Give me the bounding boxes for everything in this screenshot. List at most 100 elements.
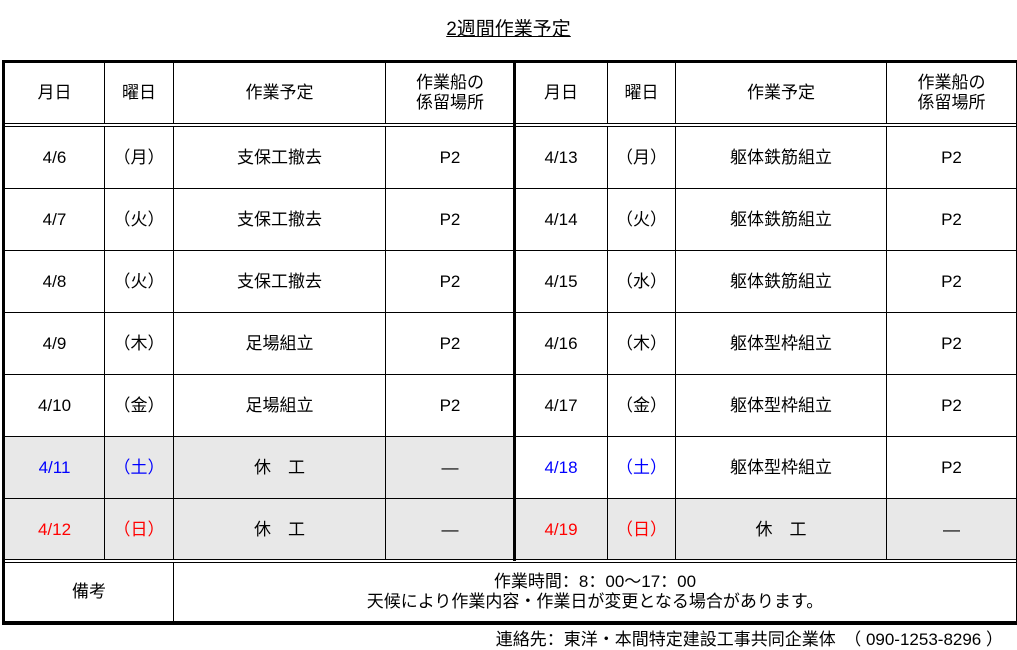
weekday-cell-text: （月） bbox=[113, 147, 165, 167]
weekday-cell-text: （月） bbox=[616, 147, 667, 167]
date-cell-text: 4/7 bbox=[42, 209, 67, 229]
berth-cell: P2 bbox=[386, 313, 515, 375]
berth-cell: P2 bbox=[887, 127, 1016, 189]
berth-cell: — bbox=[887, 499, 1016, 561]
weekday-cell-text: （日） bbox=[113, 519, 165, 539]
work-cell: 休 工 bbox=[676, 499, 887, 561]
date-cell: 4/12 bbox=[5, 499, 105, 561]
header-date-cell: 月日 bbox=[515, 63, 608, 124]
berth-cell-text: P2 bbox=[941, 333, 962, 353]
date-cell-text: 4/18 bbox=[544, 457, 578, 477]
weekday-cell: （土） bbox=[608, 437, 676, 499]
work-cell: 躯体型枠組立 bbox=[676, 375, 887, 437]
date-cell-text: 4/9 bbox=[42, 333, 67, 353]
berth-cell: P2 bbox=[887, 251, 1016, 313]
header-work-cell: 作業予定 bbox=[676, 63, 887, 124]
header-weekday-cell: 曜日 bbox=[608, 63, 676, 124]
weekday-cell-text: （木） bbox=[113, 333, 165, 353]
header-weekday-cell-text: 曜日 bbox=[624, 83, 659, 102]
header-date-cell: 月日 bbox=[5, 63, 105, 124]
date-cell-text: 4/16 bbox=[544, 333, 578, 353]
weekday-cell-text: （日） bbox=[616, 519, 667, 539]
date-cell-text: 4/13 bbox=[544, 147, 578, 167]
weekday-cell-text: （火） bbox=[616, 209, 667, 229]
work-cell-text: 躯体型枠組立 bbox=[730, 333, 832, 353]
schedule-table: 月日 曜日 作業予定 作業船の 係留場所 4/6 （月） 支保工撤去 P2 4/7 （火） 支保工撤… bbox=[2, 60, 1017, 625]
date-cell: 4/19 bbox=[515, 499, 608, 561]
weekday-cell: （日） bbox=[608, 499, 676, 561]
berth-cell-text: P2 bbox=[941, 209, 962, 229]
berth-cell-text: P2 bbox=[439, 209, 461, 229]
date-cell: 4/18 bbox=[515, 437, 608, 499]
berth-cell: P2 bbox=[887, 189, 1016, 251]
berth-cell-text: P2 bbox=[941, 147, 962, 167]
work-cell-text: 躯体鉄筋組立 bbox=[730, 209, 832, 229]
weekday-cell-text: （土） bbox=[113, 457, 165, 477]
berth-cell: P2 bbox=[386, 189, 515, 251]
berth-cell-text: P2 bbox=[439, 395, 461, 415]
work-cell: 躯体鉄筋組立 bbox=[676, 127, 887, 189]
date-cell: 4/7 bbox=[5, 189, 105, 251]
work-cell-text: 躯体型枠組立 bbox=[730, 395, 832, 415]
notes-label: 備考 bbox=[5, 563, 174, 622]
work-cell: 躯体型枠組立 bbox=[676, 313, 887, 375]
work-cell-text: 足場組立 bbox=[245, 395, 314, 415]
berth-cell: — bbox=[386, 499, 515, 561]
work-cell: 休 工 bbox=[174, 437, 386, 499]
double-rule bbox=[5, 123, 1016, 127]
berth-cell: P2 bbox=[386, 127, 515, 189]
header-weekday-cell: 曜日 bbox=[105, 63, 174, 124]
weekday-cell: （火） bbox=[105, 251, 174, 313]
berth-cell: P2 bbox=[887, 437, 1016, 499]
work-cell-text: 足場組立 bbox=[245, 333, 314, 353]
weekday-cell: （木） bbox=[105, 313, 174, 375]
weekday-cell: （金） bbox=[105, 375, 174, 437]
notes-line2: 天候により作業内容・作業日が変更となる場合があります。 bbox=[366, 592, 824, 611]
date-cell: 4/8 bbox=[5, 251, 105, 313]
date-cell: 4/16 bbox=[515, 313, 608, 375]
work-cell: 支保工撤去 bbox=[174, 189, 386, 251]
weekday-cell: （金） bbox=[608, 375, 676, 437]
weekday-cell-text: （土） bbox=[616, 457, 667, 477]
header-weekday-cell-text: 曜日 bbox=[122, 83, 156, 102]
date-cell-text: 4/8 bbox=[42, 271, 67, 291]
date-cell: 4/17 bbox=[515, 375, 608, 437]
weekday-cell-text: （金） bbox=[616, 395, 667, 415]
weekday-cell-text: （火） bbox=[113, 271, 165, 291]
header-date-cell-text: 月日 bbox=[544, 83, 578, 102]
berth-cell: P2 bbox=[887, 313, 1016, 375]
page-title: 2週間作業予定 bbox=[0, 14, 1017, 41]
notes-label-text: 備考 bbox=[72, 582, 106, 601]
date-cell: 4/15 bbox=[515, 251, 608, 313]
berth-cell-text: P2 bbox=[439, 147, 461, 167]
notes-content-text: 作業時間：8：00〜17：00 bbox=[493, 572, 697, 591]
berth-cell-text: P2 bbox=[941, 457, 962, 477]
date-cell: 4/11 bbox=[5, 437, 105, 499]
work-cell: 足場組立 bbox=[174, 313, 386, 375]
date-cell: 4/6 bbox=[5, 127, 105, 189]
work-cell: 足場組立 bbox=[174, 375, 386, 437]
header-berth-cell-text: 作業船の 係留場所 bbox=[917, 73, 986, 112]
work-cell-text: 支保工撤去 bbox=[237, 147, 322, 167]
work-cell: 躯体鉄筋組立 bbox=[676, 189, 887, 251]
work-cell-text: 躯体型枠組立 bbox=[730, 457, 832, 477]
weekday-cell: （土） bbox=[105, 437, 174, 499]
work-cell-text: 躯体鉄筋組立 bbox=[730, 147, 832, 167]
weekday-cell-text: （火） bbox=[113, 209, 165, 229]
work-cell: 支保工撤去 bbox=[174, 127, 386, 189]
weekday-cell: （木） bbox=[608, 313, 676, 375]
date-cell: 4/14 bbox=[515, 189, 608, 251]
date-cell-text: 4/10 bbox=[37, 395, 72, 415]
double-rule bbox=[5, 559, 1016, 563]
date-cell-text: 4/15 bbox=[544, 271, 578, 291]
date-cell: 4/10 bbox=[5, 375, 105, 437]
title-text: 2週間作業予定 bbox=[446, 19, 571, 40]
header-berth-cell: 作業船の 係留場所 bbox=[386, 63, 515, 124]
weekday-cell-text: （金） bbox=[113, 395, 165, 415]
berth-cell-text: P2 bbox=[439, 333, 461, 353]
work-cell: 躯体型枠組立 bbox=[676, 437, 887, 499]
work-cell: 支保工撤去 bbox=[174, 251, 386, 313]
berth-cell: — bbox=[386, 437, 515, 499]
date-cell-text: 4/19 bbox=[544, 519, 578, 539]
date-cell-text: 4/11 bbox=[38, 457, 71, 477]
